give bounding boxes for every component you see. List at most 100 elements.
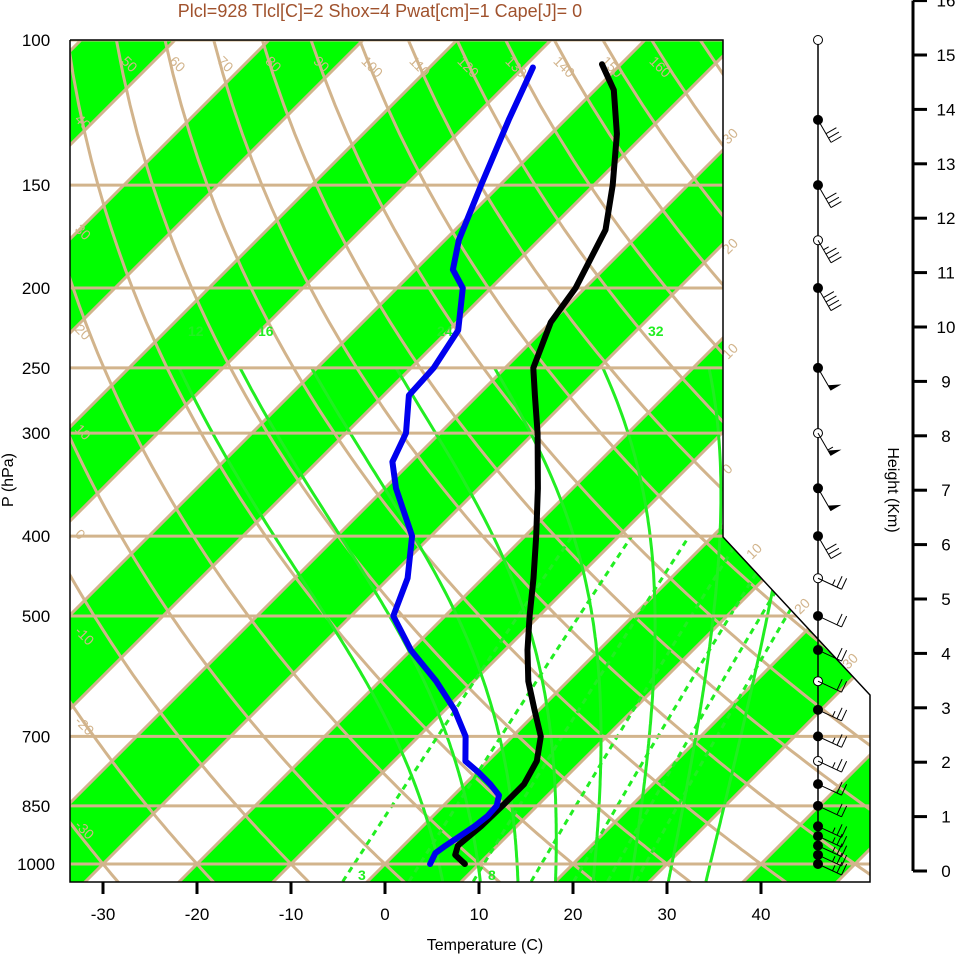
mixing-ratio-label: 3 <box>358 867 366 883</box>
temperature-band <box>70 40 819 882</box>
dry-adiabat <box>742 40 870 882</box>
y-tick-label: 500 <box>22 607 50 626</box>
wind-barb-flag <box>825 543 837 551</box>
plot-frame <box>69 39 871 883</box>
height-tick-label: 9 <box>941 372 950 391</box>
dry-adiabat <box>70 40 327 882</box>
moist-adiabat <box>601 367 657 882</box>
temperature-band <box>0 0 67 898</box>
wind-barb-half-flag <box>823 246 829 251</box>
wind-barb-shaft <box>817 488 832 512</box>
wind-barb <box>817 240 842 264</box>
diagonal-label: 10 <box>743 540 765 562</box>
wind-barb-half-flag <box>832 737 836 744</box>
height-tick-label: 6 <box>941 536 950 555</box>
mixing-ratio-line <box>471 535 691 882</box>
chart-title: Plcl=928 Tlcl[C]=2 Shox=4 Pwat[cm]=1 Cap… <box>178 1 582 21</box>
wind-barb-shaft <box>817 240 832 264</box>
wind-barb-flag <box>836 758 843 771</box>
wind-barb-flag <box>830 256 842 264</box>
wind-barb-shaft <box>817 287 832 311</box>
mixing-ratio-label: 8 <box>488 867 496 883</box>
wind-barb-half-flag <box>832 710 836 717</box>
wind-barb <box>817 613 848 628</box>
wind-barb-flag <box>836 576 843 588</box>
height-tick-label: 2 <box>941 753 950 772</box>
wind-barb-flag <box>823 291 835 299</box>
height-tick-label: 1 <box>941 808 950 827</box>
wind-barb-flag <box>841 649 848 662</box>
wind-barb-flag <box>828 252 840 259</box>
mixing-ratio-label: 12 <box>188 323 204 339</box>
wind-barb-shaft <box>817 615 842 628</box>
y-tick-label: 700 <box>22 727 50 746</box>
wind-barb <box>817 861 848 876</box>
height-tick-label: 3 <box>941 699 950 718</box>
height-tick-label: 14 <box>937 100 956 119</box>
wind-barb-flag <box>836 803 843 815</box>
y-tick-label: 400 <box>22 527 50 546</box>
wind-barb-flag <box>836 861 843 874</box>
height-tick-label: 5 <box>941 590 950 609</box>
wind-barb-shaft <box>817 535 832 559</box>
wind-barb <box>817 432 842 456</box>
mixing-ratio-line <box>529 535 743 882</box>
wind-barb <box>817 843 848 858</box>
wind-barb-shaft <box>817 863 842 876</box>
wind-barb-half-flag <box>832 837 836 844</box>
wind-barb-shaft <box>817 680 842 693</box>
moist-adiabat <box>493 367 603 882</box>
x-tick-label: -20 <box>185 905 210 924</box>
wind-barb-flag <box>825 127 837 135</box>
mixing-ratio-line <box>572 535 781 882</box>
wind-barb-flag <box>836 678 843 691</box>
height-tick-label: 16 <box>937 0 956 11</box>
mixing-ratio-label: 32 <box>648 323 664 339</box>
x-tick-label: -30 <box>91 905 116 924</box>
wind-barb-half-flag <box>827 446 834 451</box>
wind-barb-shaft <box>817 805 842 818</box>
isotherm-line <box>70 40 538 882</box>
wind-barb <box>817 184 842 209</box>
moist-adiabat <box>394 367 558 882</box>
wind-barb-flag <box>828 131 840 139</box>
wind-barb-flag <box>841 736 848 748</box>
wind-barb-shaft <box>817 760 842 773</box>
wind-barb-flag <box>836 734 843 746</box>
wind-barb-shaft <box>817 119 832 143</box>
wind-barb <box>817 119 842 143</box>
moist-adiabat <box>177 367 445 882</box>
isotherm-label: 100 <box>358 53 386 81</box>
temperature-band <box>70 40 631 882</box>
mixing-ratio-label: 16 <box>258 323 274 339</box>
wind-barb-shaft <box>817 835 842 848</box>
height-tick-label: 13 <box>937 155 956 174</box>
x-tick-label: 10 <box>470 905 489 924</box>
y-tick-label: 100 <box>22 31 50 50</box>
x-tick-label: 20 <box>564 905 583 924</box>
isotherm-line <box>70 40 444 882</box>
mixing-ratio-line <box>407 535 633 882</box>
wind-barb-half-flag <box>832 579 836 586</box>
wind-barb <box>817 707 848 722</box>
wind-barb-half-flag <box>832 865 836 871</box>
wind-barb <box>817 367 842 391</box>
x-tick-label: -10 <box>279 905 304 924</box>
dry-adiabat <box>70 40 134 882</box>
height-tick-label: 7 <box>941 481 950 500</box>
wind-barb-flag <box>836 852 843 865</box>
wind-barb-flag <box>830 552 842 560</box>
isotherm-line <box>631 40 870 882</box>
height-axis-label: Height (Km) <box>884 447 901 532</box>
temperature-line <box>452 61 620 867</box>
wind-barb-flag <box>836 613 843 626</box>
wind-barb-flag <box>836 781 843 794</box>
wind-barb-dot <box>813 35 823 45</box>
isotherm-line <box>70 40 726 882</box>
wind-barb-flag <box>836 824 843 836</box>
wind-barb-shaft <box>817 825 842 838</box>
wind-barb-pennant <box>828 384 842 391</box>
y-tick-label: 300 <box>22 424 50 443</box>
wind-barb-flag <box>841 805 848 818</box>
